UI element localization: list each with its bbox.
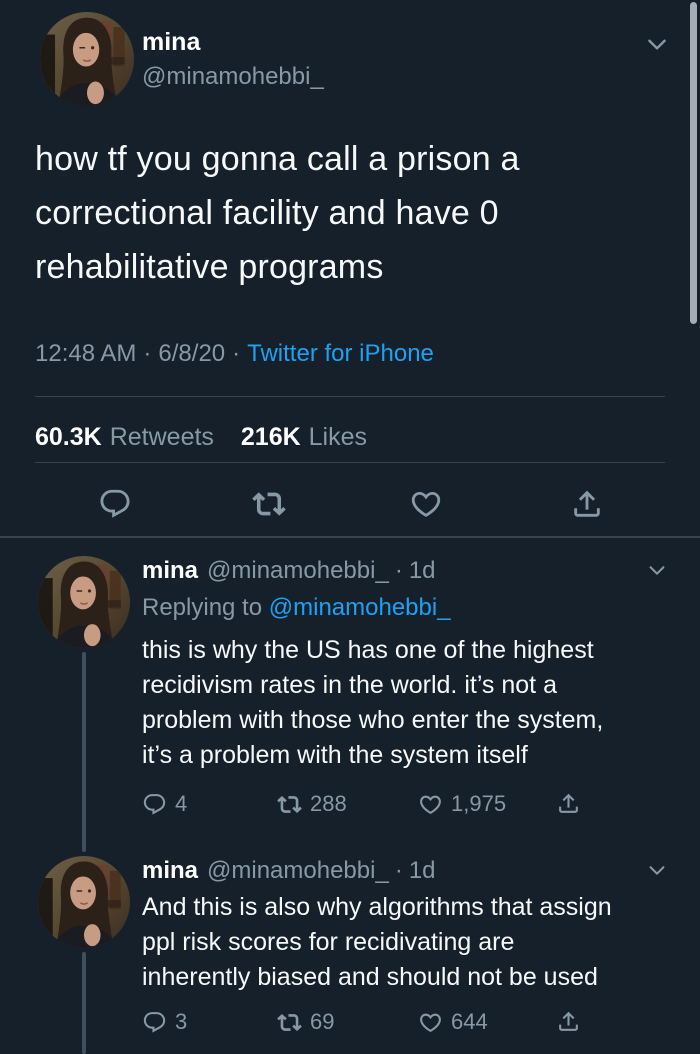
- reply-text: this is why the US has one of the highes…: [142, 633, 672, 773]
- reply-text-line: recidivism rates in the world. it’s not …: [142, 671, 557, 699]
- replying-to: Replying to @minamohebbi_: [142, 594, 451, 622]
- share-button[interactable]: [556, 1009, 581, 1034]
- tweet-source-link[interactable]: Twitter for iPhone: [247, 340, 434, 367]
- chevron-down-icon[interactable]: [646, 559, 668, 581]
- likes-label: Likes: [308, 423, 368, 451]
- like-button[interactable]: 644: [418, 1009, 488, 1035]
- tweet-meta: 12:48 AM · 6/8/20 · Twitter for iPhone: [35, 340, 434, 368]
- reply-text-line: And this is also why algorithms that ass…: [142, 893, 612, 921]
- like-button[interactable]: 1,975: [418, 791, 506, 817]
- display-name: mina: [142, 28, 201, 56]
- thread-connector-line: [82, 952, 86, 1054]
- reply-text-line: it’s a problem with the system itself: [142, 741, 528, 769]
- separator-dot: ·: [232, 340, 241, 367]
- divider: [35, 462, 665, 463]
- reply-count: 3: [175, 1009, 188, 1034]
- user-handle: @minamohebbi_: [207, 857, 389, 884]
- avatar[interactable]: [38, 556, 130, 648]
- separator-dot: ·: [394, 557, 403, 584]
- retweets-stat[interactable]: 60.3K Retweets: [35, 423, 214, 452]
- retweet-count: 288: [310, 791, 347, 816]
- chevron-down-icon[interactable]: [646, 859, 668, 881]
- like-icon[interactable]: [409, 487, 443, 521]
- section-divider: [0, 536, 700, 538]
- retweet-count: 69: [310, 1009, 335, 1034]
- like-count: 1,975: [451, 791, 507, 816]
- likes-stat[interactable]: 216K Likes: [241, 423, 367, 452]
- divider: [35, 396, 665, 397]
- tweet-stats: 60.3K Retweets 216K Likes: [35, 423, 367, 452]
- tweet-date: 6/8/20: [158, 340, 226, 367]
- like-count: 644: [451, 1009, 488, 1034]
- reply-button[interactable]: 3: [142, 1009, 187, 1035]
- retweet-button[interactable]: 288: [277, 791, 347, 817]
- reply-text-line: problem with those who enter the system,: [142, 706, 604, 734]
- reply-text-line: this is why the US has one of the highes…: [142, 636, 594, 664]
- thread-connector-line: [82, 652, 86, 852]
- tweet-text-line: rehabilitative programs: [35, 248, 384, 286]
- separator-dot: ·: [143, 340, 152, 367]
- tweet-text: how tf you gonna call a prison a correct…: [35, 132, 675, 294]
- user-handle: @minamohebbi_: [142, 63, 324, 90]
- user-handle: @minamohebbi_: [207, 557, 389, 584]
- reply-text-line: inherently biased and should not be used: [142, 963, 598, 991]
- reply-header: mina @minamohebbi_ · 1d: [142, 857, 436, 885]
- chevron-down-icon[interactable]: [644, 31, 670, 57]
- avatar[interactable]: [40, 12, 134, 106]
- tweet-text-line: correctional facility and have 0: [35, 194, 499, 232]
- share-icon[interactable]: [570, 487, 604, 521]
- retweet-button[interactable]: 69: [277, 1009, 334, 1035]
- tweet-text-line: how tf you gonna call a prison a: [35, 140, 520, 178]
- reply-text: And this is also why algorithms that ass…: [142, 890, 672, 995]
- display-name: mina: [142, 557, 199, 584]
- share-button[interactable]: [556, 791, 581, 816]
- timestamp: 1d: [408, 557, 436, 584]
- reply-icon[interactable]: [98, 487, 132, 521]
- avatar[interactable]: [38, 856, 130, 948]
- tweet-time: 12:48 AM: [35, 340, 137, 367]
- separator-dot: ·: [394, 857, 403, 884]
- replying-to-handle[interactable]: @minamohebbi_: [268, 594, 451, 621]
- reply-text-line: ppl risk scores for recidivating are: [142, 928, 515, 956]
- reply-count: 4: [175, 791, 188, 816]
- likes-count: 216K: [240, 423, 301, 451]
- retweets-count: 60.3K: [35, 423, 102, 451]
- retweet-icon[interactable]: [252, 487, 286, 521]
- scrollbar[interactable]: [690, 2, 697, 324]
- retweets-label: Retweets: [109, 423, 214, 451]
- display-name: mina: [142, 857, 199, 884]
- timestamp: 1d: [408, 857, 436, 884]
- replying-to-label: Replying to: [142, 594, 263, 621]
- reply-button[interactable]: 4: [142, 791, 187, 817]
- reply-header: mina @minamohebbi_ · 1d: [142, 557, 436, 585]
